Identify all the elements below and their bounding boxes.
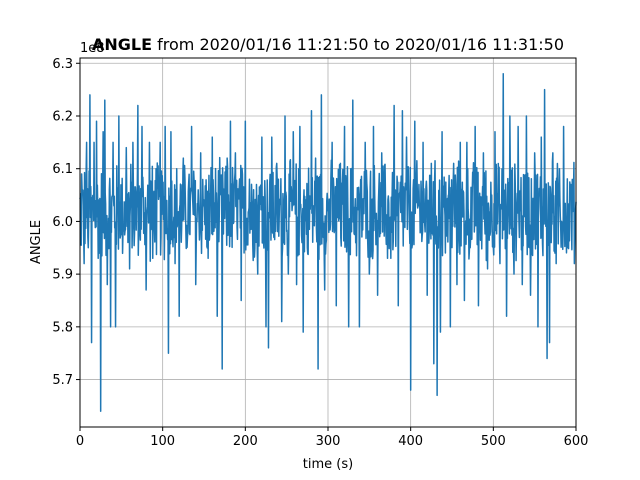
y-tick-label: 5.8 bbox=[52, 320, 73, 335]
chart-title: ANGLE from 2020/01/16 11:21:50 to 2020/0… bbox=[92, 35, 564, 54]
y-tick-label: 5.9 bbox=[52, 268, 73, 283]
chart-title-bold: ANGLE bbox=[92, 35, 152, 54]
x-tick-label: 100 bbox=[150, 434, 175, 449]
chart-title-rest: from 2020/01/16 11:21:50 to 2020/01/16 1… bbox=[152, 35, 564, 54]
y-tick-label: 6.1 bbox=[52, 162, 73, 177]
y-tick-label: 6.3 bbox=[52, 57, 73, 72]
x-tick-label: 300 bbox=[316, 434, 341, 449]
x-tick-label: 0 bbox=[76, 434, 84, 449]
x-tick-label: 200 bbox=[233, 434, 258, 449]
x-axis: 0 100 200 300 400 500 600 bbox=[76, 427, 589, 449]
y-tick-label: 6.2 bbox=[52, 109, 73, 124]
y-axis: 5.7 5.8 5.9 6.0 6.1 6.2 6.3 bbox=[52, 57, 80, 388]
x-axis-label: time (s) bbox=[303, 457, 353, 472]
series-group bbox=[79, 73, 577, 412]
angle-series-line bbox=[79, 73, 577, 412]
y-tick-label: 5.7 bbox=[52, 373, 73, 388]
x-tick-label: 600 bbox=[564, 434, 589, 449]
x-tick-label: 400 bbox=[398, 434, 423, 449]
y-offset-label: 1e8 bbox=[80, 41, 105, 56]
y-tick-label: 6.0 bbox=[52, 215, 73, 230]
y-axis-label: ANGLE bbox=[29, 220, 44, 264]
x-tick-label: 500 bbox=[481, 434, 506, 449]
